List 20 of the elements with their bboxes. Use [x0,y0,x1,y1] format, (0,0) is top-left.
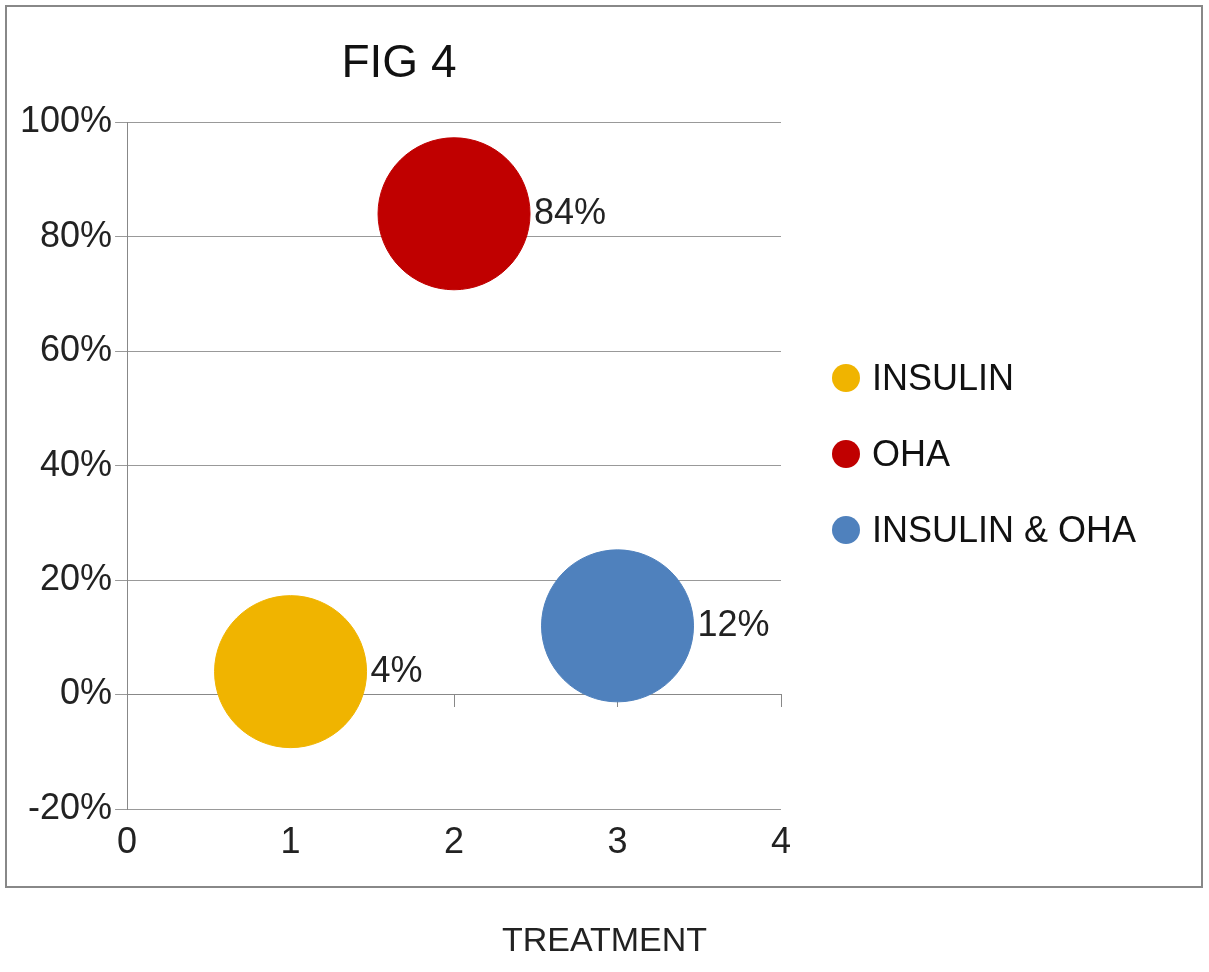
y-tick-label: 60% [40,328,113,370]
y-tick-label: -20% [28,785,113,827]
legend-label: INSULIN [872,357,1015,399]
legend-label: INSULIN & OHA [872,509,1137,551]
chart-title: FIG 4 [341,35,457,88]
y-tick-label: 20% [40,556,113,598]
y-tick-label: 40% [40,442,113,484]
y-tick-label: 0% [60,671,113,713]
x-tick-label: 2 [444,819,465,861]
x-tick-label: 1 [280,819,301,861]
x-tick-label: 4 [770,819,792,861]
data-label: 12% [697,602,770,644]
data-label: 84% [534,190,607,232]
y-tick-label: 100% [20,99,113,141]
x-tick-label: 0 [117,819,138,861]
y-tick-label: 80% [40,213,113,255]
data-label: 4% [370,648,423,690]
legend-label: OHA [872,433,951,475]
x-axis-title: TREATMENT [500,920,709,959]
x-tick-label: 3 [607,819,628,861]
